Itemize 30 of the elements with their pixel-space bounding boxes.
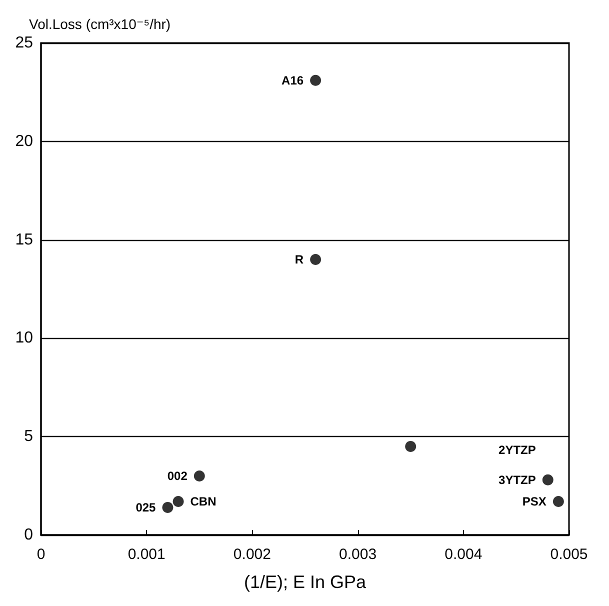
annotation: 025 [136, 500, 156, 514]
point [172, 496, 184, 508]
y-tick-label: 5 [24, 428, 34, 446]
x-tick-label: 0.005 [550, 546, 588, 563]
point [542, 474, 554, 486]
x-axis-title: (1/E); E In GPa [244, 572, 368, 592]
annotation: A16 [282, 73, 304, 88]
annotation: PSX [522, 494, 546, 509]
y-tick-label: 25 [15, 34, 34, 52]
y-tick-label: 0 [24, 526, 34, 544]
x-tick-label: 0.001 [128, 546, 166, 563]
point [194, 470, 205, 482]
annotation: 2YTZP [498, 442, 536, 457]
point [310, 74, 322, 86]
x-tick-label: 0 [36, 546, 46, 563]
y-tick-label: 15 [15, 231, 34, 248]
point [310, 254, 322, 265]
point [405, 440, 416, 452]
annotation: 3YTZP [498, 472, 536, 487]
annotation: 002 [167, 468, 188, 483]
y-axis-title: Vol.Loss (cm³x10⁻⁵/hr) [29, 16, 171, 32]
x-tick-label: 0.002 [233, 546, 271, 563]
x-tick-label: 0.004 [444, 546, 482, 563]
point [552, 496, 564, 508]
point [162, 502, 174, 513]
annotation: CBN [190, 494, 216, 509]
y-tick-label: 10 [15, 330, 34, 347]
x-tick-label: 0.003 [339, 546, 377, 563]
annotation: R [294, 252, 304, 266]
y-tick-label: 20 [15, 132, 34, 150]
